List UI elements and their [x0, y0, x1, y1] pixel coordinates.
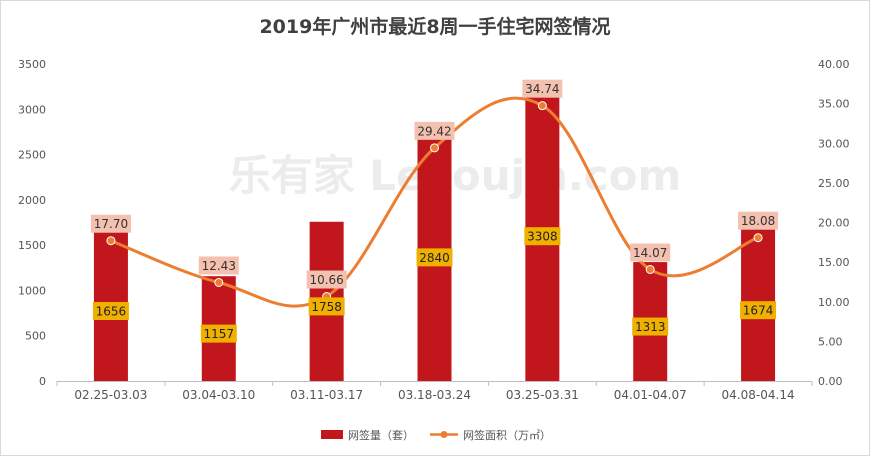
line-label-bg [414, 121, 455, 140]
bar-label-bg [200, 324, 237, 343]
y-right-tick-label: 20.00 [818, 217, 850, 230]
y-right-tick-label: 35.00 [818, 98, 850, 111]
y-left-tick-label: 1500 [18, 239, 46, 252]
bar-label-bg [416, 248, 453, 267]
x-tick-label: 04.08-04.14 [722, 388, 795, 402]
line-point [214, 277, 224, 287]
bar-label-bg [308, 297, 345, 316]
bar-label-bg [524, 227, 561, 246]
x-tick-label: 03.25-03.31 [506, 388, 579, 402]
line-point [645, 264, 655, 274]
y-right-tick-label: 0.00 [818, 375, 843, 388]
line-point [753, 233, 763, 243]
bar-label-bg [632, 317, 669, 336]
line-label-bg [522, 79, 563, 98]
y-left-tick-label: 2000 [18, 194, 46, 207]
y-right-tick-label: 30.00 [818, 137, 850, 150]
legend-bar-swatch [321, 430, 343, 439]
y-right-tick-label: 40.00 [818, 58, 850, 71]
y-left-tick-label: 0 [39, 375, 46, 388]
line-value-label: 29.42 [417, 124, 451, 138]
legend-line-label: 网签面积（万㎡） [463, 428, 551, 442]
y-left-tick-label: 1000 [18, 284, 46, 297]
line-point [537, 101, 547, 111]
chart-title: 2019年广州市最近8周一手住宅网签情况 [259, 15, 610, 38]
line-value-label: 18.08 [741, 214, 775, 228]
bar-value-label: 1157 [204, 327, 235, 341]
x-tick-label: 03.18-03.24 [398, 388, 471, 402]
legend-bar-label: 网签量（套） [348, 428, 414, 442]
bar-value-label: 3308 [527, 230, 558, 244]
legend-line-marker [440, 431, 448, 438]
line-point [430, 143, 439, 153]
line-label-bg [630, 243, 671, 262]
bar-value-label: 1313 [635, 320, 666, 334]
line-value-label: 10.66 [309, 273, 343, 287]
bar-label-bg [92, 302, 129, 321]
bar-value-label: 1656 [96, 305, 127, 319]
bar-value-label: 1758 [311, 300, 342, 314]
x-tick-label: 03.04-03.10 [182, 388, 255, 402]
y-left-tick-label: 3000 [18, 103, 46, 116]
x-tick-label: 03.11-03.17 [290, 388, 363, 402]
line-point [106, 236, 116, 246]
y-left-tick-label: 3500 [18, 58, 46, 71]
y-right-tick-label: 5.00 [818, 335, 843, 348]
y-right-tick-label: 15.00 [818, 256, 850, 269]
y-right-tick-label: 25.00 [818, 177, 850, 190]
line-value-label: 12.43 [202, 259, 236, 273]
bar-value-label: 2840 [419, 251, 450, 265]
bar-label-bg [740, 301, 777, 320]
x-tick-label: 04.01-04.07 [614, 388, 687, 402]
y-left-tick-label: 500 [25, 330, 46, 343]
x-tick-label: 02.25-03.03 [74, 388, 147, 402]
line-value-label: 34.74 [525, 82, 559, 96]
line-value-label: 14.07 [633, 246, 667, 260]
line-value-label: 17.70 [94, 217, 128, 231]
bar-value-label: 1674 [743, 304, 774, 318]
line-label-bg [198, 256, 239, 275]
line-label-bg [90, 214, 131, 233]
line-label-bg [738, 211, 779, 230]
y-right-tick-label: 10.00 [818, 296, 850, 309]
watermark-text: 乐有家 Leyoujia.com [229, 151, 682, 200]
y-left-tick-label: 2500 [18, 149, 46, 162]
line-label-bg [306, 270, 347, 289]
